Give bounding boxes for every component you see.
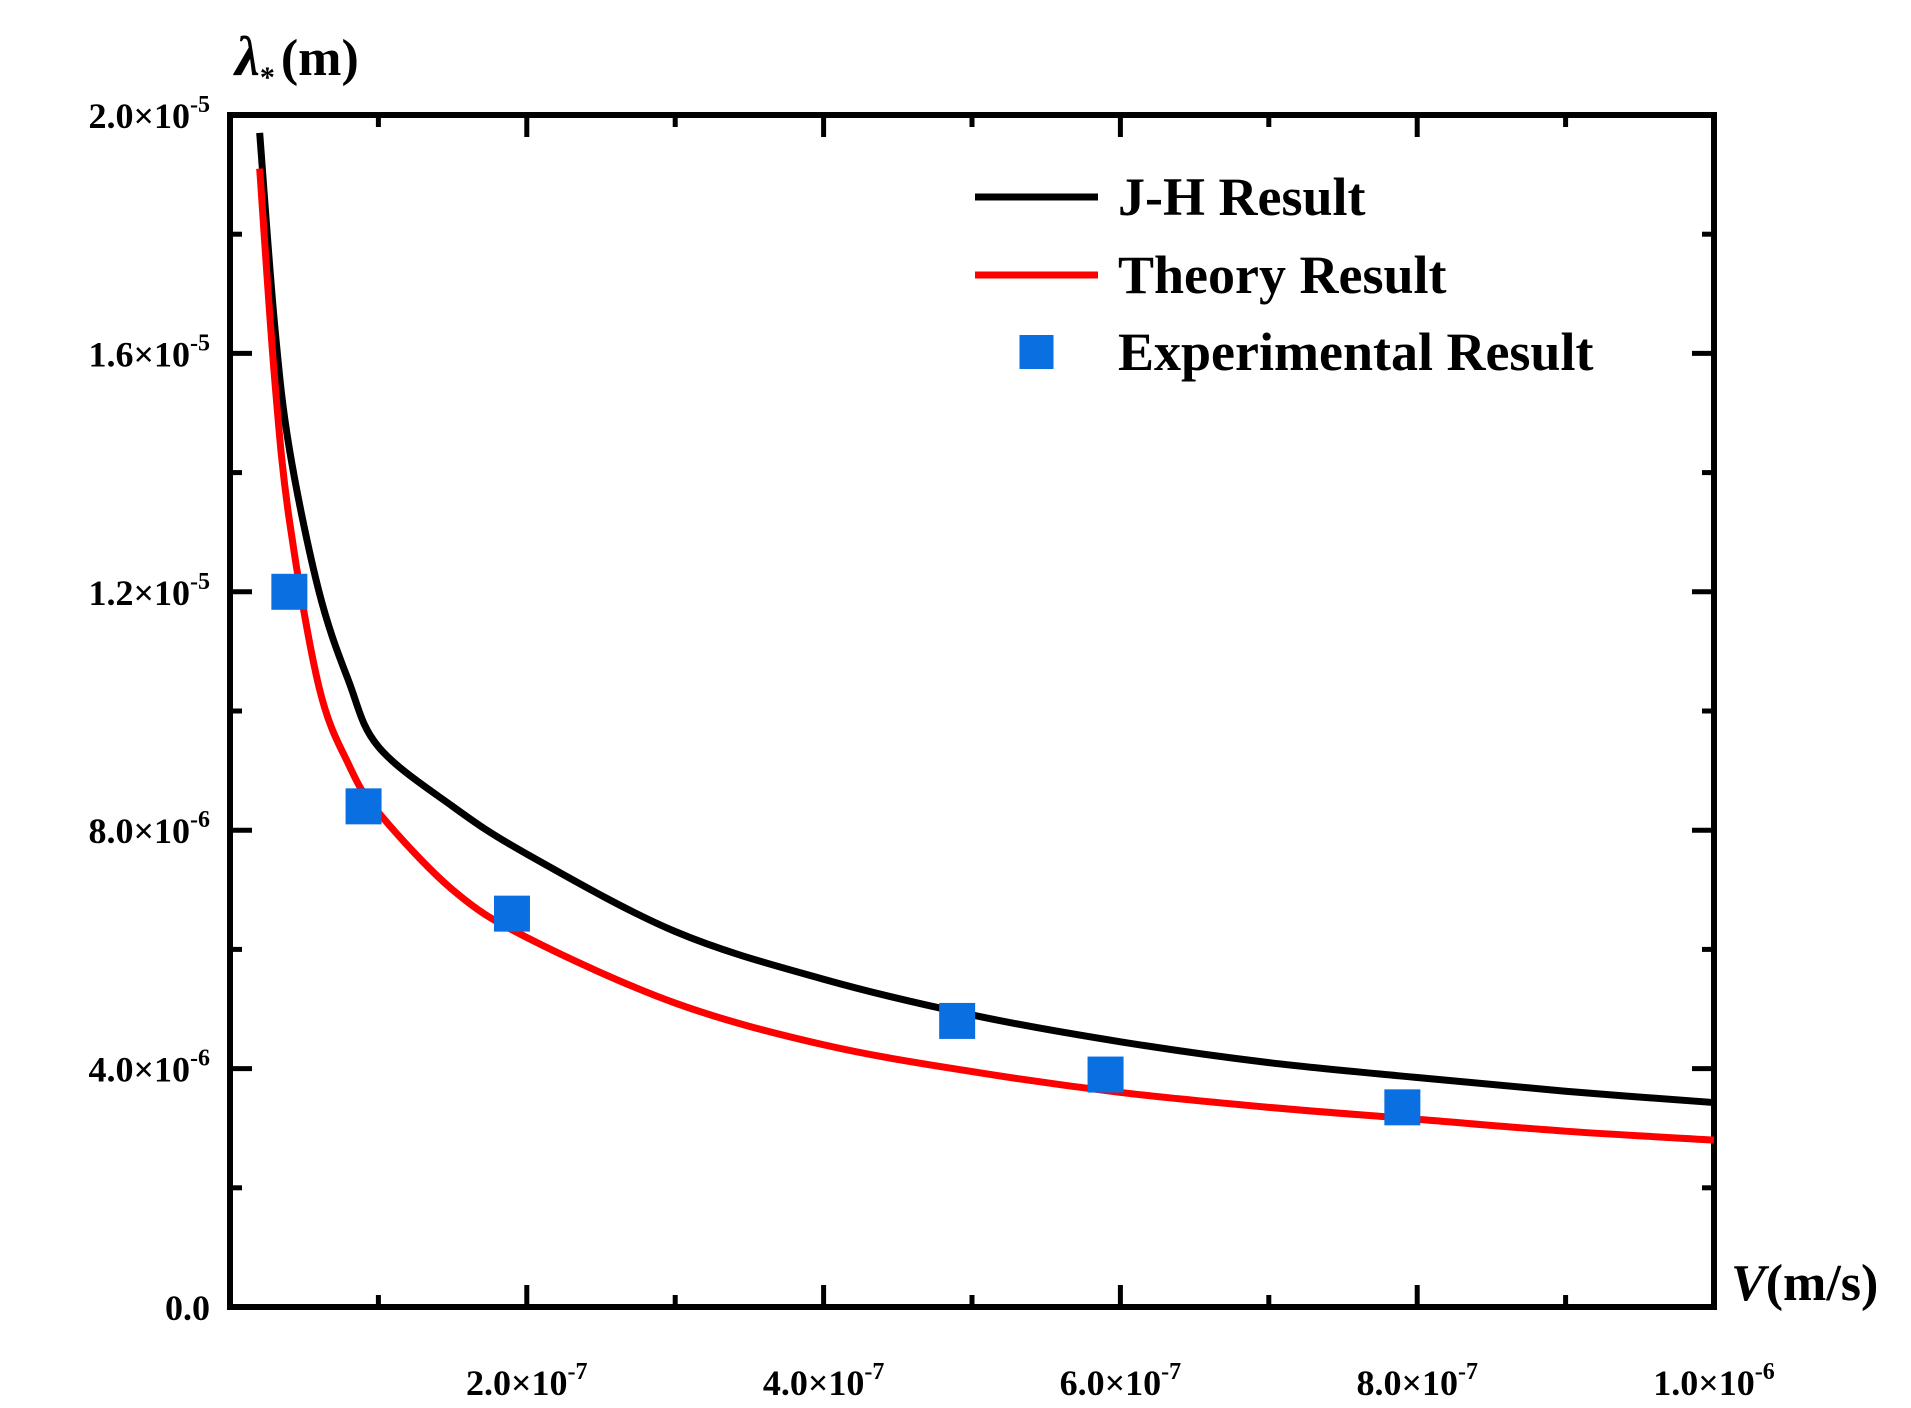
series-line-j-h-result xyxy=(256,132,1715,1107)
series-layer xyxy=(256,132,1715,1144)
data-point-experimental-result xyxy=(1384,1089,1421,1126)
y-axis-subscript: * xyxy=(260,61,275,94)
x-tick-label: 1.0×10-6 xyxy=(1653,1359,1775,1403)
axis-tick-labels: 2.0×10-7 4.0×10-7 6.0×10-7 8.0×10-7 1.0×10-6… xyxy=(88,92,1774,1403)
axis-ticks xyxy=(230,112,1717,1307)
y-axis-variable: λ xyxy=(233,26,260,88)
legend-swatch-experimental-result xyxy=(1019,335,1054,369)
x-tick-label: 6.0×10-7 xyxy=(1060,1359,1182,1403)
x-axis-variable: V xyxy=(1731,1255,1770,1312)
data-point-experimental-result xyxy=(493,895,530,932)
y-tick-label: 8.0×10-6 xyxy=(88,807,210,851)
y-tick-label: 2.0×10-5 xyxy=(88,92,210,136)
data-point-experimental-result xyxy=(939,1002,976,1039)
y-axis-unit: (m) xyxy=(281,30,359,87)
y-tick-label: 0.0 xyxy=(165,1288,210,1328)
x-axis-title: V(m/s) xyxy=(1731,1255,1878,1312)
x-tick-label: 8.0×10-7 xyxy=(1356,1359,1478,1403)
y-tick-label: 4.0×10-6 xyxy=(88,1046,210,1090)
y-tick-label: 1.6×10-5 xyxy=(88,330,210,374)
series-line-theory-result xyxy=(256,168,1715,1144)
y-tick-label: 1.2×10-5 xyxy=(88,569,210,613)
x-tick-label: 2.0×10-7 xyxy=(466,1359,588,1403)
legend-label-j-h-result: J-H Result xyxy=(1118,167,1366,227)
legend-label-experimental-result: Experimental Result xyxy=(1118,322,1593,382)
legend-label-theory-result: Theory Result xyxy=(1118,245,1447,305)
x-tick-label: 4.0×10-7 xyxy=(763,1359,885,1403)
data-point-experimental-result xyxy=(1087,1056,1124,1093)
legend: J-H Result Theory Result Experimental Resu… xyxy=(975,167,1593,382)
y-axis-title: λ* (m) xyxy=(233,26,359,94)
data-point-experimental-result xyxy=(345,788,382,825)
data-point-experimental-result xyxy=(271,573,308,610)
x-axis-unit: (m/s) xyxy=(1766,1255,1879,1312)
